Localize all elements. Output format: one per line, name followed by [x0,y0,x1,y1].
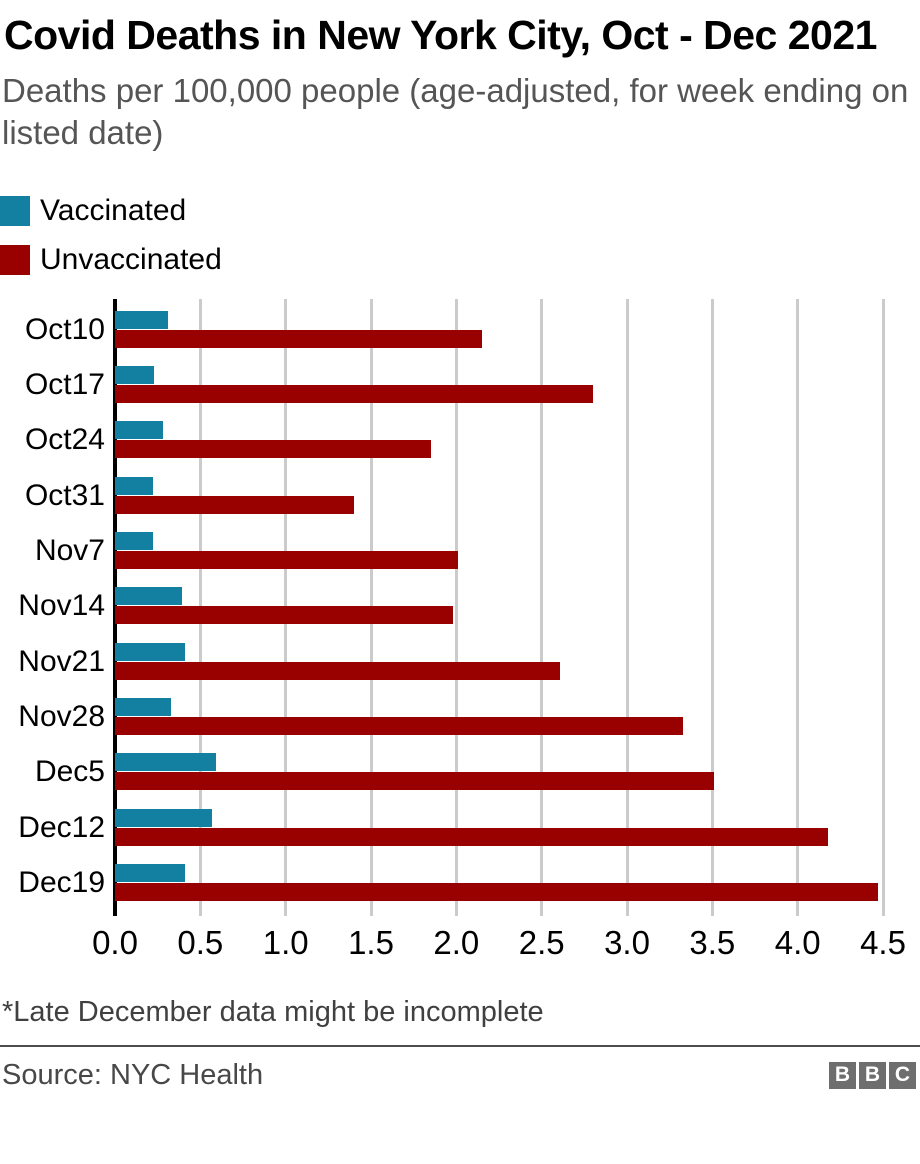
bar-vaccinated-oct17 [115,366,155,385]
category-label-dec12: Dec12 [18,810,105,844]
category-label-oct24: Oct24 [24,423,105,457]
x-tick-4.5: 4.5 [860,923,906,961]
legend-label-unvaccinated: Unvaccinated [40,242,222,276]
x-tick-3.5: 3.5 [689,923,736,961]
x-tick-1.5: 1.5 [348,923,394,961]
gridline-3 [625,298,629,916]
bar-vaccinated-dec12 [115,808,213,827]
chart-subtitle: Deaths per 100,000 people (age-adjusted,… [2,72,909,151]
bar-unvaccinated-nov7 [115,551,459,570]
bbc-logo-block-2: B [859,1061,886,1089]
bbc-logo-block-1: B [829,1061,856,1089]
footer-divider [0,1044,920,1047]
bbc-logo-block-3: C [889,1061,916,1089]
x-tick-1.0: 1.0 [262,923,309,961]
category-label-nov28: Nov28 [18,699,105,733]
bar-unvaccinated-nov14 [115,606,453,625]
bar-vaccinated-nov7 [115,532,153,551]
legend-swatch-icon-unvaccinated [0,244,30,275]
gridline-3.5 [710,298,714,916]
bar-chart-plot-area: Oct10 Oct17 Oct24 Oct31 Nov7 Nov14 Nov21 Nov28 D… [0,298,920,916]
gridline-4 [796,298,800,916]
gridline-2 [454,298,458,916]
x-axis-ticks: 0.0 0.5 1.0 1.5 2.0 2.5 3.0 3.5 4.0 4.5 [0,916,920,962]
legend-item-unvaccinated: Unvaccinated [0,243,920,277]
bar-unvaccinated-nov28 [115,716,684,735]
category-label-nov7: Nov7 [34,534,105,568]
x-tick-4.0: 4.0 [774,923,821,961]
source-label: Source: NYC Health [2,1058,264,1091]
bar-unvaccinated-nov21 [115,661,561,680]
bbc-chart-card: Covid Deaths in New York City, Oct - Dec… [0,10,920,1092]
bar-vaccinated-dec5 [115,753,216,772]
category-label-oct31: Oct31 [24,478,105,512]
legend: Vaccinated Unvaccinated [0,194,920,277]
bar-vaccinated-nov28 [115,697,172,716]
category-label-oct17: Oct17 [24,368,105,402]
x-tick-2.5: 2.5 [518,923,565,961]
chart-title: Covid Deaths in New York City, Oct - Dec… [4,12,877,58]
bar-unvaccinated-dec12 [115,827,829,846]
category-label-oct10: Oct10 [24,312,105,346]
bar-vaccinated-nov21 [115,642,185,661]
category-label-nov21: Nov21 [18,644,105,678]
category-label-dec19: Dec19 [18,865,105,899]
gridline-4.5 [881,298,885,916]
legend-label-vaccinated: Vaccinated [40,193,187,227]
bar-unvaccinated-dec19 [115,882,878,901]
gridline-2.5 [540,298,544,916]
x-tick-3.0: 3.0 [604,923,650,961]
bar-unvaccinated-oct24 [115,440,431,459]
bar-unvaccinated-oct10 [115,329,482,348]
bar-vaccinated-dec19 [115,863,185,882]
bar-vaccinated-oct31 [115,476,153,495]
x-tick-0.0: 0.0 [92,923,138,961]
x-tick-0.5: 0.5 [177,923,224,961]
bar-vaccinated-nov14 [115,587,182,606]
bar-unvaccinated-dec5 [115,772,715,791]
x-tick-2.0: 2.0 [433,923,480,961]
category-label-nov14: Nov14 [18,589,105,623]
bar-vaccinated-oct10 [115,310,168,329]
legend-swatch-icon-vaccinated [0,195,30,226]
bar-unvaccinated-oct17 [115,385,593,404]
bar-unvaccinated-oct31 [115,495,354,514]
legend-item-vaccinated: Vaccinated [0,194,920,228]
category-label-dec5: Dec5 [34,755,105,789]
chart-footnote: *Late December data might be incomplete [2,995,544,1028]
bar-vaccinated-oct24 [115,421,163,440]
